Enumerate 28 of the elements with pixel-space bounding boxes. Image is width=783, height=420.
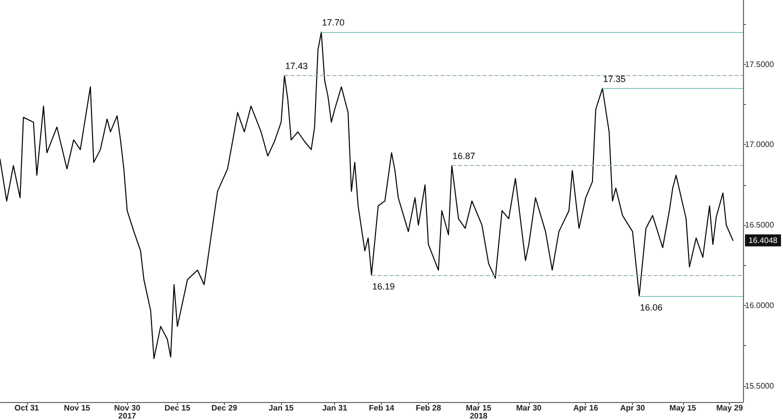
x-tick-label: Apr 30 xyxy=(620,404,646,412)
x-tick-label: May 15 xyxy=(669,404,697,412)
x-tick-label: Dec 29 xyxy=(211,404,238,412)
x-tick-label: Feb 14 xyxy=(368,404,395,412)
x-tick-label: Nov 15 xyxy=(64,404,91,412)
y-tick-label: 16.0000 xyxy=(745,301,774,310)
line-series xyxy=(0,32,734,360)
y-tick-label: 16.5000 xyxy=(745,220,774,230)
x-tick-label: May 29 xyxy=(716,404,744,412)
annotation: 17.70 xyxy=(322,18,345,28)
x-tick-label: Nov 30 2017 xyxy=(114,404,141,420)
y-tick-label: 17.0000 xyxy=(745,140,774,150)
annotation: 16.87 xyxy=(452,151,476,162)
x-tick-label: Feb 28 xyxy=(416,404,442,412)
x-tick-label: Apr 16 xyxy=(573,404,599,412)
x-tick-label: Mar 15 2018 xyxy=(466,404,492,420)
x-tick-label: Dec 15 xyxy=(164,404,191,412)
y-tick-label: 15.5000 xyxy=(745,381,774,390)
annotation: 16.06 xyxy=(640,302,663,312)
x-tick-label: Mar 30 xyxy=(516,404,542,412)
annotation: 17.43 xyxy=(285,61,308,72)
annotation: 16.19 xyxy=(372,281,395,292)
x-tick-label: Oct 31 xyxy=(14,404,40,412)
annotation: 17.35 xyxy=(603,74,626,84)
annotation: 16.4048 xyxy=(748,236,778,245)
x-tick-label: Jan 15 xyxy=(268,404,294,412)
y-tick-label: 17.5000 xyxy=(745,60,774,69)
x-tick-label: Jan 31 xyxy=(322,404,348,412)
